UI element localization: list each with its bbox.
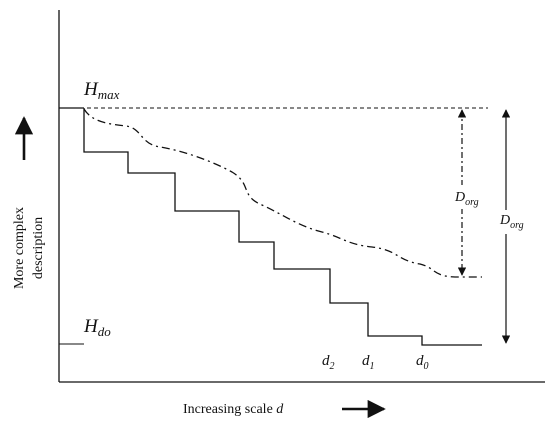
d-org-inner-label: Dorg — [454, 190, 479, 208]
d2-label: d2 — [322, 353, 335, 372]
d1-label: d1 — [362, 353, 375, 372]
d0-label: d0 — [416, 353, 429, 372]
staircase-curve — [83, 108, 482, 346]
dashed-smooth-curve — [83, 108, 482, 278]
d-org-outer-label: Dorg — [499, 213, 524, 231]
h-max-label: Hmax — [83, 79, 120, 102]
h-do-label: Hdo — [83, 316, 111, 339]
y-axis-title-line2: description — [31, 217, 46, 279]
x-axis-title: Increasing scale d — [183, 402, 284, 417]
y-axis-title-line1: More complex — [12, 207, 27, 289]
